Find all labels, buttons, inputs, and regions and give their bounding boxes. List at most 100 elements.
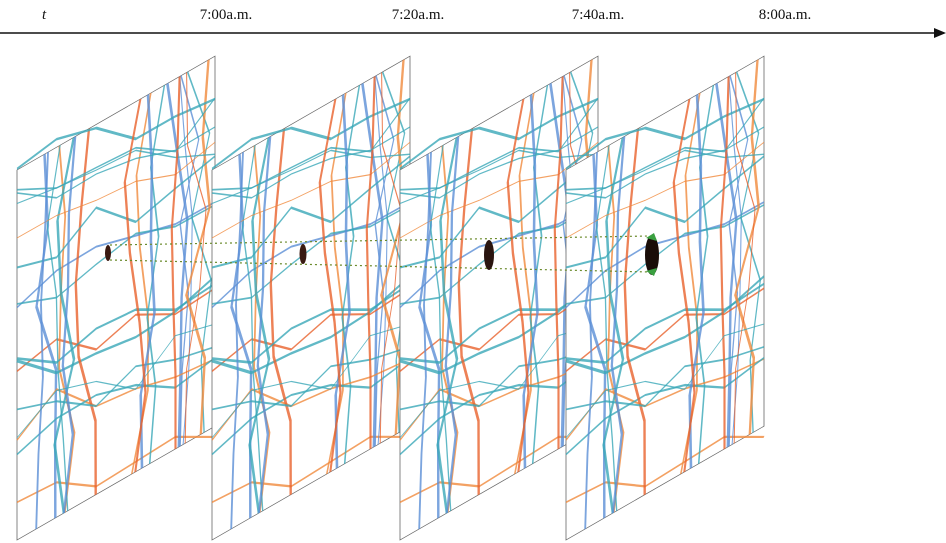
road [565, 141, 765, 239]
time-label: 8:00a.m. [759, 7, 812, 23]
road [179, 76, 193, 445]
road [602, 136, 625, 514]
road [334, 93, 351, 469]
road [565, 97, 765, 170]
road [211, 282, 411, 364]
panel-frame [211, 55, 411, 541]
road [256, 135, 272, 514]
road [399, 345, 599, 411]
road [253, 145, 271, 513]
road [623, 128, 646, 496]
road [441, 145, 459, 513]
map-panel [565, 55, 765, 541]
road [735, 71, 761, 433]
road [565, 203, 765, 305]
road [672, 98, 696, 473]
road [565, 126, 765, 199]
road [16, 126, 216, 199]
congestion-area [299, 244, 307, 264]
panel-frame [16, 55, 216, 541]
road [16, 345, 216, 411]
congestion-area [484, 240, 494, 270]
road [719, 75, 730, 450]
road [728, 76, 742, 445]
road [399, 201, 599, 309]
road [211, 323, 411, 439]
road [74, 128, 97, 496]
road [734, 59, 760, 435]
time-label: 7:00a.m. [200, 7, 253, 23]
road [365, 75, 376, 450]
road [211, 141, 411, 239]
road [211, 203, 411, 305]
road [565, 282, 765, 364]
road [379, 72, 402, 444]
road [595, 144, 618, 512]
road [248, 136, 271, 514]
road [318, 98, 342, 473]
congestion-area [105, 245, 111, 261]
road [211, 356, 411, 456]
road [565, 435, 765, 504]
road [185, 59, 211, 435]
road [211, 126, 411, 199]
road [211, 155, 411, 269]
road [565, 357, 765, 441]
road [565, 201, 765, 309]
road [399, 155, 599, 269]
road [565, 323, 765, 439]
road [444, 135, 460, 514]
road [513, 92, 535, 475]
road [610, 135, 626, 514]
road [679, 92, 701, 475]
road [429, 144, 452, 512]
road [211, 97, 411, 170]
road [399, 323, 599, 439]
road [733, 72, 756, 444]
time-label: 7:20a.m. [392, 7, 445, 23]
road [16, 203, 216, 305]
time-label: 7:40a.m. [572, 7, 625, 23]
road [16, 201, 216, 309]
map-panel [16, 55, 216, 541]
road [211, 149, 411, 205]
road [506, 98, 530, 473]
road [230, 151, 244, 530]
road [565, 155, 765, 269]
road [399, 435, 599, 504]
road [16, 356, 216, 456]
road [211, 435, 411, 504]
road [399, 282, 599, 364]
road [399, 126, 599, 199]
road [565, 356, 765, 456]
road [269, 128, 292, 496]
road [381, 71, 407, 433]
road [584, 151, 598, 530]
road [688, 93, 705, 469]
road [399, 357, 599, 441]
road [399, 287, 599, 373]
road [130, 92, 152, 475]
road [123, 98, 147, 473]
road [53, 136, 76, 514]
road [16, 155, 216, 269]
road [399, 356, 599, 456]
road [399, 141, 599, 239]
road [607, 145, 625, 513]
road [399, 97, 599, 170]
road [35, 151, 49, 530]
road [211, 345, 411, 411]
road [16, 323, 216, 439]
road [16, 97, 216, 191]
road [16, 287, 216, 373]
road [46, 144, 69, 512]
road [16, 282, 216, 364]
road [325, 92, 347, 475]
axis-label: t [42, 7, 47, 23]
road [457, 128, 480, 496]
road [58, 145, 76, 513]
road [211, 287, 411, 373]
road [565, 149, 765, 205]
road [241, 144, 264, 512]
